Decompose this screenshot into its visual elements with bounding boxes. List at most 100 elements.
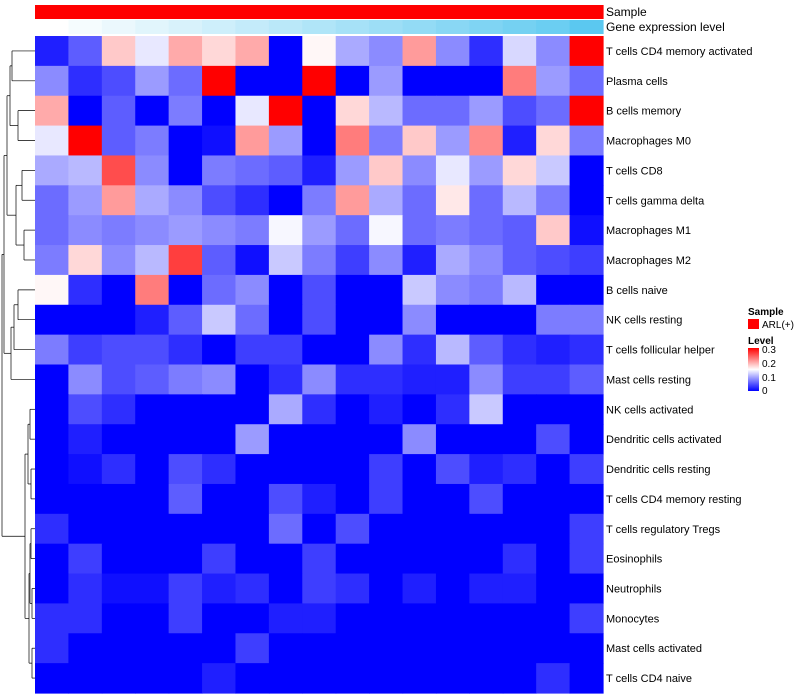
heatmap-cell: [35, 543, 70, 575]
heatmap-cell: [202, 125, 237, 157]
row-label: T cells regulatory Tregs: [606, 524, 721, 536]
heatmap-cell: [268, 215, 303, 246]
heatmap-cell: [135, 304, 170, 336]
heatmap-cell: [435, 513, 470, 545]
heatmap-cell: [35, 663, 70, 694]
heatmap-cell: [536, 274, 571, 306]
heatmap-cell: [435, 36, 470, 67]
heatmap-cell: [402, 424, 437, 455]
annotation-sample-cell: [101, 5, 136, 19]
legend-sample-swatch: [748, 319, 759, 329]
heatmap-cell: [35, 603, 70, 634]
row-label: T cells CD4 memory activated: [606, 46, 753, 58]
row-label: T cells CD8: [606, 165, 663, 177]
heatmap-cell: [135, 573, 170, 605]
heatmap-cell: [502, 454, 537, 485]
heatmap-cell: [502, 663, 537, 694]
heatmap-cell: [369, 215, 404, 246]
heatmap-cell: [68, 513, 103, 545]
heatmap-cell: [135, 394, 170, 425]
heatmap-cell: [502, 334, 537, 366]
heatmap-cell: [302, 304, 337, 336]
heatmap-cell: [202, 245, 237, 276]
annotation-sample-cell: [35, 5, 70, 19]
heatmap-cell: [202, 663, 237, 694]
annotation-sample-cell: [68, 5, 103, 19]
heatmap-cell: [168, 304, 203, 336]
row-label: Mast cells resting: [606, 374, 691, 386]
heatmap-cell: [101, 454, 136, 485]
row-label: T cells CD4 memory resting: [606, 494, 742, 506]
heatmap-cell: [202, 513, 237, 545]
heatmap-cell: [135, 633, 170, 664]
heatmap-cell: [536, 95, 571, 127]
heatmap-cell: [335, 394, 370, 425]
heatmap-cell: [369, 274, 404, 306]
heatmap-cell: [35, 573, 70, 605]
row-label: Macrophages M0: [606, 136, 691, 148]
heatmap-cell: [569, 185, 604, 216]
heatmap-cell: [268, 603, 303, 634]
heatmap-cell: [35, 274, 70, 306]
heatmap-cell: [135, 663, 170, 694]
heatmap-cell: [235, 95, 270, 127]
heatmap-cell: [502, 424, 537, 455]
heatmap-cell: [335, 573, 370, 605]
heatmap-cell: [502, 215, 537, 246]
heatmap-cell: [402, 364, 437, 395]
heatmap-cell: [369, 543, 404, 575]
heatmap-cell: [168, 603, 203, 634]
heatmap-cell: [268, 663, 303, 694]
heatmap-cell: [35, 95, 70, 127]
heatmap-cell: [268, 483, 303, 515]
heatmap-cell: [435, 274, 470, 306]
heatmap-cell: [68, 603, 103, 634]
annotation-sample-cell: [402, 5, 437, 19]
heatmap-cell: [402, 543, 437, 575]
heatmap-cell: [469, 483, 504, 515]
heatmap-cell: [168, 573, 203, 605]
heatmap-cell: [268, 513, 303, 545]
annotation-bar-gene-expression: [35, 20, 604, 34]
heatmap-cell: [35, 185, 70, 216]
heatmap-cell: [536, 215, 571, 246]
annotation-sample-cell: [536, 5, 571, 19]
heatmap-cell: [302, 483, 337, 515]
heatmap-cell: [402, 65, 437, 97]
heatmap-cell: [402, 513, 437, 545]
annotation-expression-cell: [402, 20, 437, 34]
heatmap-cell: [202, 603, 237, 634]
heatmap-cell: [469, 155, 504, 186]
heatmap-cell: [369, 513, 404, 545]
heatmap-cell: [135, 334, 170, 366]
heatmap-cell: [536, 65, 571, 97]
heatmap-cell: [68, 483, 103, 515]
heatmap-cell: [435, 215, 470, 246]
heatmap-cell: [68, 155, 103, 186]
heatmap-cell: [402, 573, 437, 605]
heatmap-cell: [369, 334, 404, 366]
heatmap-cell: [402, 394, 437, 425]
annotation-sample-cell: [502, 5, 537, 19]
annotation-expression-cell: [135, 20, 170, 34]
heatmap-cell: [101, 95, 136, 127]
heatmap-cell: [335, 633, 370, 664]
heatmap-cell: [135, 424, 170, 455]
heatmap-cell: [536, 573, 571, 605]
row-label: Mast cells activated: [606, 643, 702, 655]
heatmap-cell: [168, 543, 203, 575]
heatmap-cell: [168, 185, 203, 216]
heatmap-cell: [435, 663, 470, 694]
heatmap-cell: [502, 633, 537, 664]
heatmap-cell: [68, 663, 103, 694]
heatmap-cell: [402, 245, 437, 276]
heatmap-cell: [435, 95, 470, 127]
heatmap-cell: [302, 633, 337, 664]
heatmap-cell: [536, 424, 571, 455]
heatmap-cell: [101, 543, 136, 575]
heatmap-cell: [302, 185, 337, 216]
heatmap-cell: [35, 36, 70, 67]
heatmap-cell: [569, 245, 604, 276]
annotation-expression-cell: [202, 20, 237, 34]
heatmap-cell: [469, 633, 504, 664]
